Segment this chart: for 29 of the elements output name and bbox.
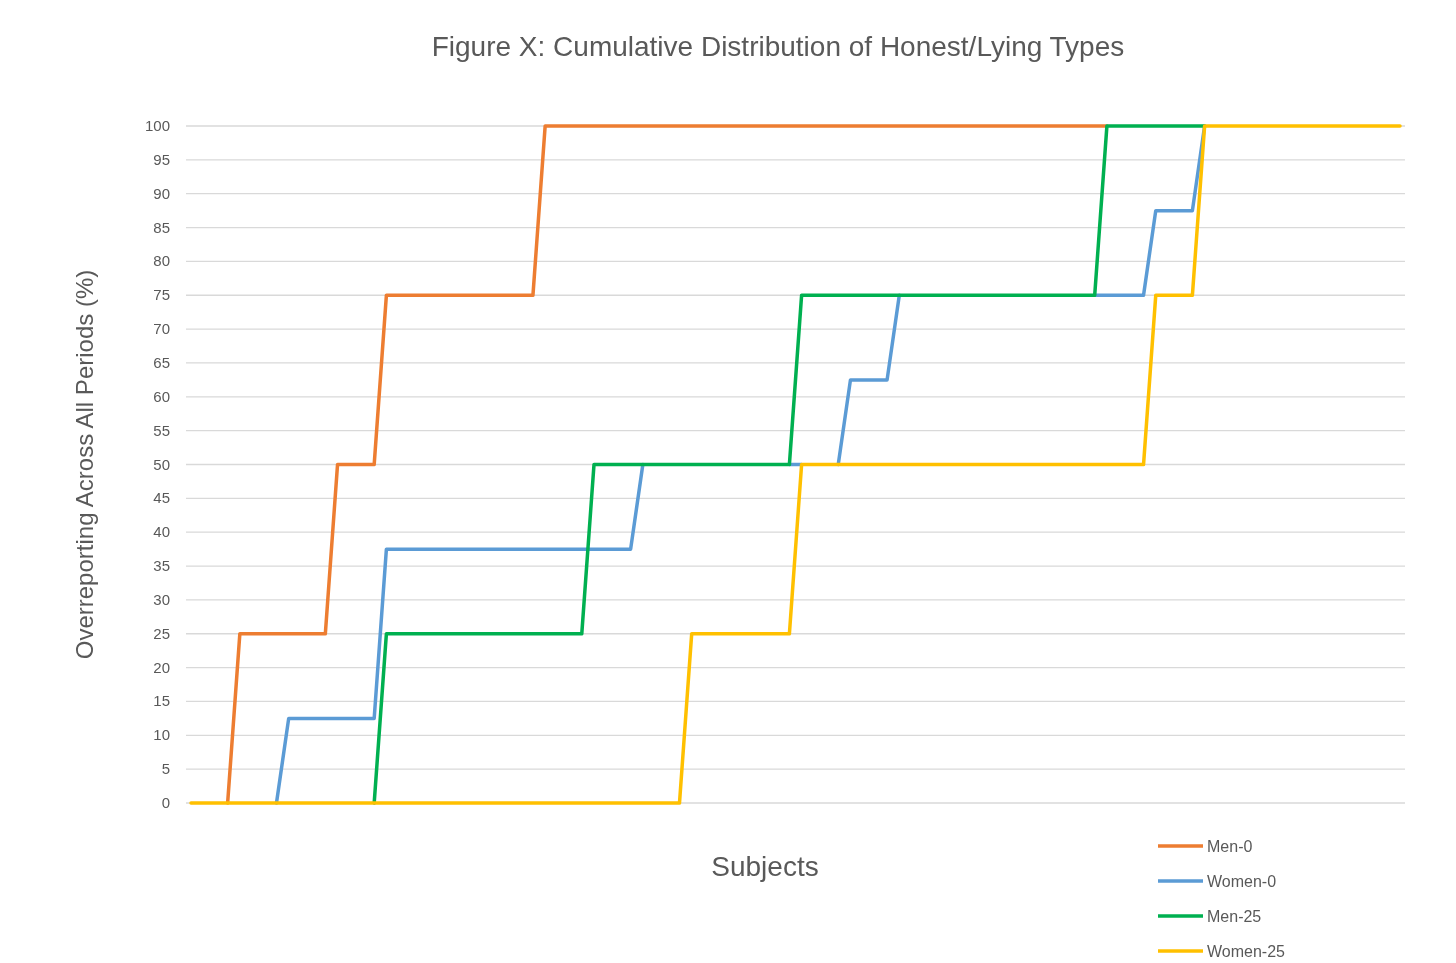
y-tick-label: 60 — [153, 387, 170, 405]
y-tick-label: 80 — [153, 252, 170, 270]
y-tick-label: 55 — [153, 421, 170, 439]
y-tick-label: 50 — [153, 455, 170, 473]
y-axis-title: Overreporting Across All Periods (%) — [71, 269, 98, 660]
y-tick-label: 75 — [153, 286, 170, 304]
y-tick-label: 35 — [153, 557, 170, 575]
y-tick-label: 100 — [144, 117, 170, 134]
y-tick-label: 85 — [153, 218, 170, 236]
y-tick-label: 10 — [153, 726, 170, 744]
y-tick-label: 30 — [153, 590, 170, 608]
y-tick-label: 20 — [153, 658, 170, 676]
y-tick-label: 5 — [161, 760, 170, 778]
y-tick-label: 65 — [153, 353, 170, 371]
y-tick-label: 70 — [153, 320, 170, 338]
y-tick-label: 0 — [161, 794, 170, 811]
y-tick-label: 15 — [153, 692, 170, 710]
line-series — [189, 124, 1402, 805]
x-axis-title: Subjects — [711, 851, 819, 882]
chart-title: Figure X: Cumulative Distribution of Honest/Lying Types — [431, 31, 1125, 62]
legend-label: Men-0 — [1207, 838, 1253, 855]
y-tick-label: 95 — [153, 150, 170, 168]
y-tick-label: 45 — [153, 489, 170, 507]
y-tick-label: 90 — [153, 184, 170, 202]
legend-label: Women-0 — [1207, 873, 1277, 890]
y-tick-label: 40 — [153, 523, 170, 541]
legend-label: Men-25 — [1207, 908, 1262, 925]
y-tick-label: 25 — [153, 624, 170, 642]
legend-label: Women-25 — [1207, 943, 1286, 960]
